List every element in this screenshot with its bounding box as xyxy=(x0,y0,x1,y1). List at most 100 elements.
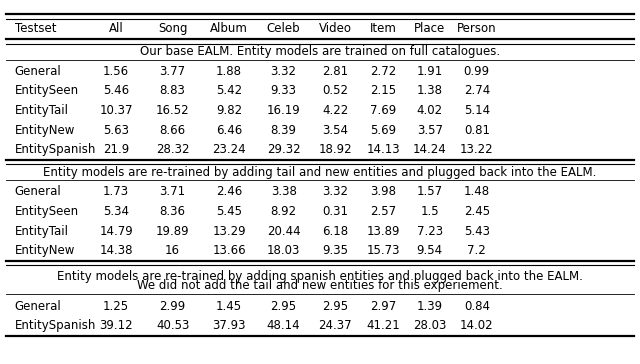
Text: EntitySeen: EntitySeen xyxy=(15,205,79,218)
Text: 2.72: 2.72 xyxy=(370,65,396,78)
Text: 8.83: 8.83 xyxy=(159,84,186,97)
Text: 2.97: 2.97 xyxy=(370,300,396,313)
Text: 40.53: 40.53 xyxy=(156,319,189,332)
Text: EntitySpanish: EntitySpanish xyxy=(15,319,96,332)
Text: 0.52: 0.52 xyxy=(322,84,348,97)
Text: 1.39: 1.39 xyxy=(417,300,443,313)
Text: 2.46: 2.46 xyxy=(216,185,242,198)
Text: 13.66: 13.66 xyxy=(212,244,246,257)
Text: 9.54: 9.54 xyxy=(417,244,443,257)
Text: 1.91: 1.91 xyxy=(417,65,443,78)
Text: 13.29: 13.29 xyxy=(212,225,246,238)
Text: Celeb: Celeb xyxy=(267,22,300,35)
Text: 14.38: 14.38 xyxy=(99,244,133,257)
Text: 13.89: 13.89 xyxy=(367,225,400,238)
Text: EntitySpanish: EntitySpanish xyxy=(15,143,96,157)
Text: 16.52: 16.52 xyxy=(156,104,189,117)
Text: 8.92: 8.92 xyxy=(271,205,297,218)
Text: 8.66: 8.66 xyxy=(159,124,186,137)
Text: 16.19: 16.19 xyxy=(267,104,301,117)
Text: Song: Song xyxy=(158,22,188,35)
Text: 23.24: 23.24 xyxy=(212,143,246,157)
Text: 3.77: 3.77 xyxy=(159,65,186,78)
Text: Entity models are re-trained by adding spanish entities and plugged back into th: Entity models are re-trained by adding s… xyxy=(57,270,583,283)
Text: 9.35: 9.35 xyxy=(322,244,348,257)
Text: 3.71: 3.71 xyxy=(159,185,186,198)
Text: 5.14: 5.14 xyxy=(464,104,490,117)
Text: 6.46: 6.46 xyxy=(216,124,242,137)
Text: Testset: Testset xyxy=(15,22,56,35)
Text: 24.37: 24.37 xyxy=(318,319,352,332)
Text: All: All xyxy=(109,22,124,35)
Text: 5.42: 5.42 xyxy=(216,84,242,97)
Text: 8.36: 8.36 xyxy=(159,205,186,218)
Text: 1.38: 1.38 xyxy=(417,84,443,97)
Text: Person: Person xyxy=(457,22,497,35)
Text: 2.99: 2.99 xyxy=(159,300,186,313)
Text: 37.93: 37.93 xyxy=(212,319,246,332)
Text: Place: Place xyxy=(414,22,445,35)
Text: 2.74: 2.74 xyxy=(463,84,490,97)
Text: We did not add the tail and new entities for this experiement.: We did not add the tail and new entities… xyxy=(137,279,503,292)
Text: Our base EALM. Entity models are trained on full catalogues.: Our base EALM. Entity models are trained… xyxy=(140,45,500,58)
Text: 21.9: 21.9 xyxy=(103,143,129,157)
Text: 2.95: 2.95 xyxy=(322,300,348,313)
Text: 29.32: 29.32 xyxy=(267,143,300,157)
Text: EntityTail: EntityTail xyxy=(15,225,68,238)
Text: 4.22: 4.22 xyxy=(322,104,348,117)
Text: 48.14: 48.14 xyxy=(267,319,300,332)
Text: General: General xyxy=(15,185,61,198)
Text: 19.89: 19.89 xyxy=(156,225,189,238)
Text: EntityNew: EntityNew xyxy=(15,244,75,257)
Text: 8.39: 8.39 xyxy=(271,124,296,137)
Text: 9.82: 9.82 xyxy=(216,104,242,117)
Text: 1.56: 1.56 xyxy=(103,65,129,78)
Text: 41.21: 41.21 xyxy=(367,319,400,332)
Text: 10.37: 10.37 xyxy=(99,104,133,117)
Text: 39.12: 39.12 xyxy=(99,319,133,332)
Text: 1.5: 1.5 xyxy=(420,205,439,218)
Text: 18.92: 18.92 xyxy=(318,143,352,157)
Text: Entity models are re-trained by adding tail and new entities and plugged back in: Entity models are re-trained by adding t… xyxy=(44,166,596,178)
Text: 5.45: 5.45 xyxy=(216,205,242,218)
Text: 3.32: 3.32 xyxy=(271,65,296,78)
Text: 2.95: 2.95 xyxy=(271,300,297,313)
Text: 5.46: 5.46 xyxy=(103,84,129,97)
Text: 16: 16 xyxy=(165,244,180,257)
Text: 3.98: 3.98 xyxy=(371,185,396,198)
Text: 7.69: 7.69 xyxy=(370,104,396,117)
Text: 18.03: 18.03 xyxy=(267,244,300,257)
Text: Video: Video xyxy=(319,22,351,35)
Text: 1.48: 1.48 xyxy=(464,185,490,198)
Text: 28.32: 28.32 xyxy=(156,143,189,157)
Text: 15.73: 15.73 xyxy=(367,244,400,257)
Text: 3.38: 3.38 xyxy=(271,185,296,198)
Text: 1.73: 1.73 xyxy=(103,185,129,198)
Text: 0.31: 0.31 xyxy=(322,205,348,218)
Text: 14.02: 14.02 xyxy=(460,319,493,332)
Text: 9.33: 9.33 xyxy=(271,84,296,97)
Text: 2.81: 2.81 xyxy=(322,65,348,78)
Text: General: General xyxy=(15,65,61,78)
Text: 3.57: 3.57 xyxy=(417,124,443,137)
Text: 5.43: 5.43 xyxy=(464,225,490,238)
Text: 5.69: 5.69 xyxy=(371,124,396,137)
Text: 2.15: 2.15 xyxy=(371,84,396,97)
Text: 7.23: 7.23 xyxy=(417,225,443,238)
Text: EntityTail: EntityTail xyxy=(15,104,68,117)
Text: 13.22: 13.22 xyxy=(460,143,493,157)
Text: 2.45: 2.45 xyxy=(464,205,490,218)
Text: 2.57: 2.57 xyxy=(371,205,396,218)
Text: 0.99: 0.99 xyxy=(464,65,490,78)
Text: 14.79: 14.79 xyxy=(99,225,133,238)
Text: 1.25: 1.25 xyxy=(103,300,129,313)
Text: 7.2: 7.2 xyxy=(467,244,486,257)
Text: 1.45: 1.45 xyxy=(216,300,242,313)
Text: 14.24: 14.24 xyxy=(413,143,447,157)
Text: 5.63: 5.63 xyxy=(103,124,129,137)
Text: 6.18: 6.18 xyxy=(322,225,348,238)
Text: 3.32: 3.32 xyxy=(322,185,348,198)
Text: EntityNew: EntityNew xyxy=(15,124,75,137)
Text: 1.57: 1.57 xyxy=(417,185,443,198)
Text: 5.34: 5.34 xyxy=(103,205,129,218)
